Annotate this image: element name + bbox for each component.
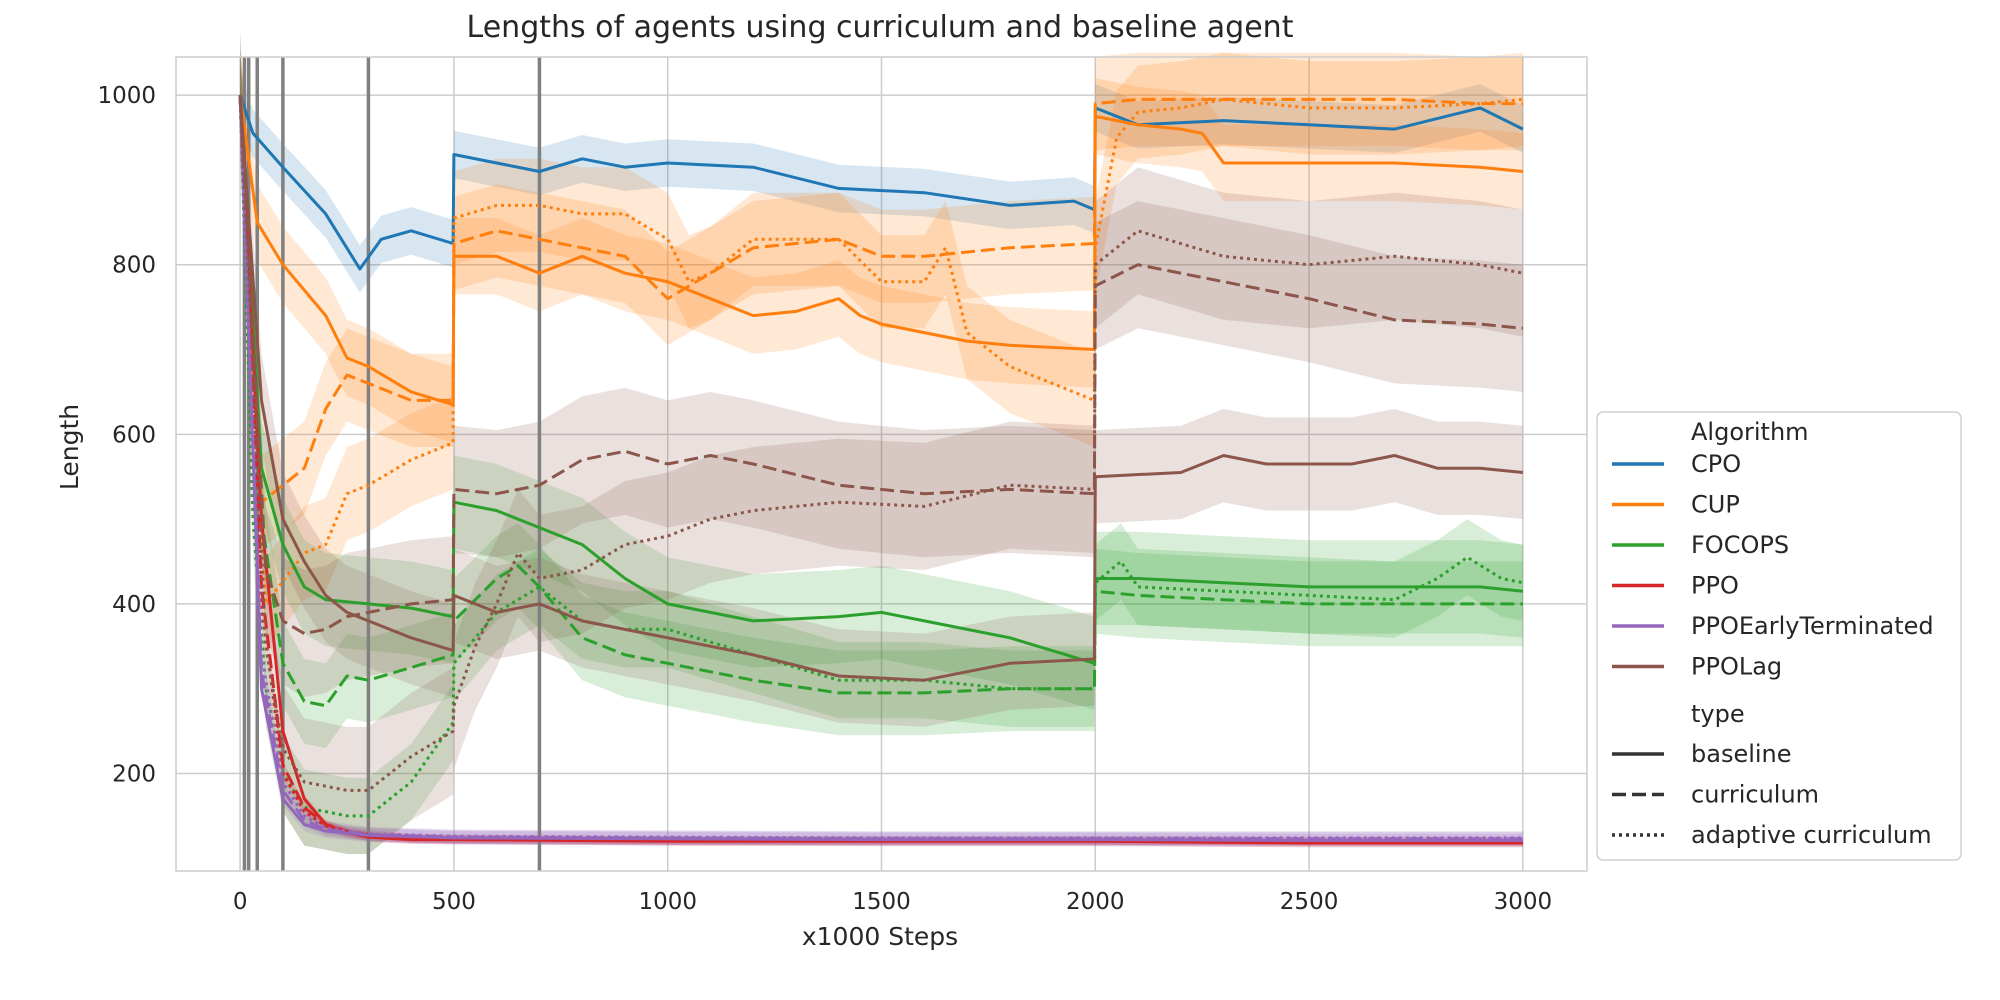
- confidence-band-FOCOPS-curriculum: [240, 52, 1523, 749]
- confidence-band-CUP-baseline: [240, 57, 1523, 443]
- confidence-band-PPOLag-adaptive-curriculum: [240, 31, 1523, 855]
- x-tick-labels: 0 500 1000 1500 2000 2500 3000: [233, 889, 1552, 915]
- series-line-CPO-baseline: [238, 94, 1524, 271]
- legend-label-baseline: baseline: [1691, 740, 1792, 768]
- x-axis-label: x1000 Steps: [802, 922, 958, 951]
- confidence-band-CUP-adaptive-curriculum: [240, 48, 1523, 651]
- legend: Algorithm CPO CUP FOCOPS PPO PPOEarlyTermina…: [1596, 411, 1962, 861]
- series-line-FOCOPS-curriculum: [238, 95, 1523, 708]
- legend-label-adaptive-curriculum: adaptive curriculum: [1691, 821, 1932, 849]
- legend-title-algorithm: Algorithm: [1691, 418, 1809, 446]
- series-line-FOCOPS-adaptive-curriculum: [238, 95, 1524, 818]
- y-tick-label: 800: [112, 253, 156, 279]
- x-tick-label: 1500: [852, 889, 911, 915]
- confidence-band-CUP-curriculum: [240, 48, 1523, 549]
- legend-label-FOCOPS: FOCOPS: [1691, 531, 1789, 559]
- confidence-band-PPOLag-curriculum: [240, 31, 1523, 698]
- confidence-bands: [240, 31, 1523, 855]
- legend-label-PPOEarlyTerminated: PPOEarlyTerminated: [1691, 612, 1934, 640]
- series-line-PPOEarlyTerminated-curriculum: [238, 95, 1523, 841]
- y-tick-label: 600: [112, 422, 156, 448]
- y-tick-labels: 200 400 600 800 1000: [97, 83, 156, 787]
- series-line-PPOEarlyTerminated-adaptive-curriculum: [238, 95, 1523, 840]
- legend-label-curriculum: curriculum: [1691, 781, 1819, 809]
- y-axis-label: Length: [55, 404, 84, 490]
- confidence-band-FOCOPS-baseline: [240, 48, 1523, 710]
- series-line-PPOLag-curriculum: [238, 95, 1524, 636]
- series-lines: [238, 94, 1524, 845]
- legend-label-PPOLag: PPOLag: [1691, 653, 1782, 681]
- x-tick-label: 2000: [1066, 889, 1125, 915]
- x-tick-label: 0: [233, 889, 248, 915]
- series-line-FOCOPS-baseline: [238, 95, 1524, 665]
- legend-label-PPO: PPO: [1691, 572, 1739, 600]
- x-tick-label: 3000: [1494, 889, 1553, 915]
- series-line-CUP-curriculum: [238, 95, 1523, 504]
- plot-border: [175, 56, 1588, 872]
- confidence-band-FOCOPS-adaptive-curriculum: [240, 57, 1523, 854]
- series-line-PPOLag-baseline: [238, 95, 1524, 682]
- legend-box: [1596, 411, 1962, 861]
- x-tick-label: 2500: [1280, 889, 1339, 915]
- legend-label-CPO: CPO: [1691, 450, 1741, 478]
- curriculum-vertical-lines: [242, 57, 542, 871]
- series-line-CUP-baseline: [238, 94, 1524, 407]
- series-line-CUP-adaptive-curriculum: [238, 95, 1524, 606]
- legend-label-CUP: CUP: [1691, 491, 1740, 519]
- plot-frame: [175, 56, 1588, 872]
- y-tick-label: 1000: [97, 83, 156, 109]
- chart-title: Lengths of agents using curriculum and b…: [467, 10, 1294, 45]
- confidence-band-CPO-baseline: [240, 71, 1523, 293]
- y-tick-label: 400: [112, 592, 156, 618]
- x-tick-label: 500: [432, 889, 476, 915]
- x-tick-label: 1000: [638, 889, 697, 915]
- y-tick-label: 200: [112, 761, 156, 787]
- legend-title-type: type: [1691, 700, 1745, 728]
